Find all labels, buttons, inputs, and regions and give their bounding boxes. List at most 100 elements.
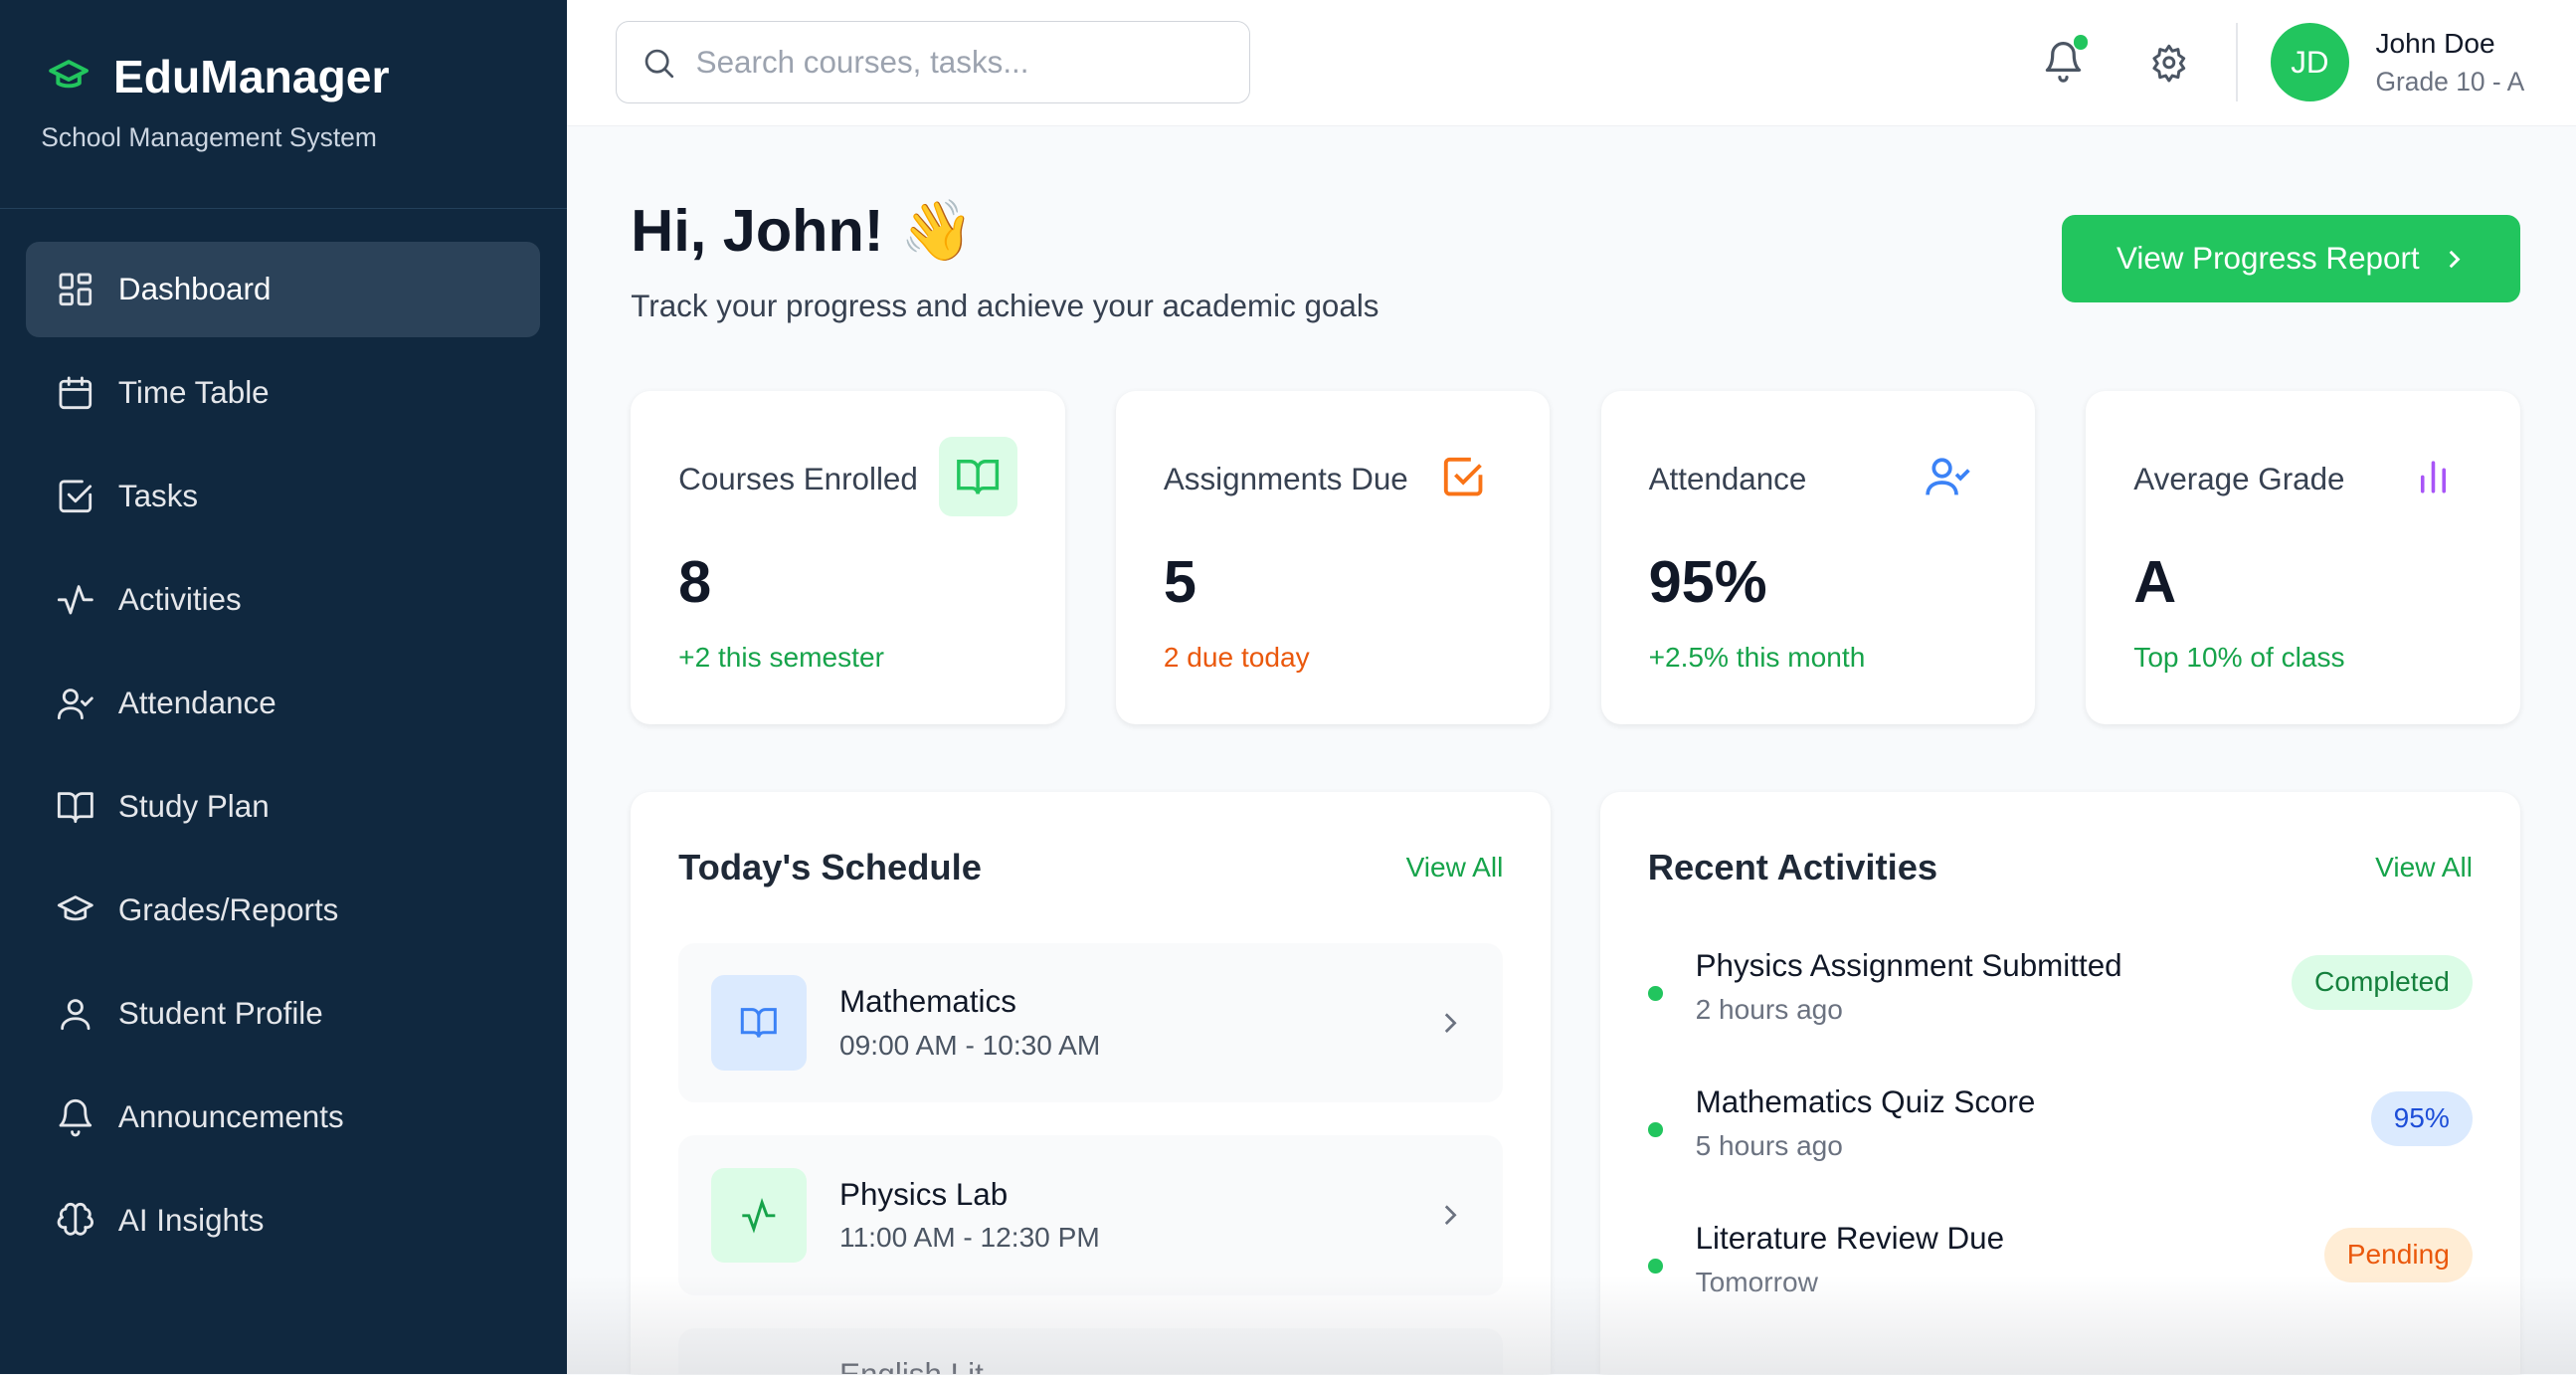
sidebar-item-label: Dashboard	[117, 271, 272, 306]
activity-title: Mathematics Quiz Score	[1695, 1084, 2036, 1119]
sidebar-item-label: Grades/Reports	[117, 891, 339, 927]
user-menu[interactable]: JD John Doe Grade 10 - A	[2270, 23, 2525, 102]
stat-note: 2 due today	[1163, 642, 1310, 674]
graduation-cap-icon	[58, 895, 93, 921]
notification-dot	[2073, 34, 2089, 50]
status-dot	[1647, 1122, 1663, 1137]
search-input[interactable]	[695, 44, 1222, 81]
sidebar-item-label: Tasks	[117, 478, 199, 513]
app-subtitle: School Management System	[41, 122, 377, 153]
grid-icon	[59, 273, 92, 305]
stat-value: A	[2133, 547, 2177, 615]
stat-card-assignments: Assignments Due 5 2 due today	[1115, 391, 1551, 725]
schedule-name: English Lit	[839, 1357, 984, 1374]
notifications-button[interactable]	[2042, 34, 2089, 90]
sidebar-item-study-plan[interactable]: Study Plan	[26, 759, 540, 855]
sidebar-item-activities[interactable]: Activities	[26, 552, 540, 648]
recent-activities-panel: Recent Activities View All Physics Assign…	[1599, 792, 2520, 1374]
schedule-item[interactable]: Mathematics 09:00 AM - 10:30 AM	[678, 943, 1504, 1103]
user-grade: Grade 10 - A	[2375, 66, 2525, 97]
checkbox-icon	[59, 480, 92, 513]
main-content: Hi, John! 👋 Track your progress and achi…	[631, 126, 2520, 1374]
panel-title: Today's Schedule	[678, 847, 982, 888]
score-badge: 95%	[2370, 1090, 2473, 1146]
chevron-right-icon	[1445, 1013, 1457, 1033]
sidebar-item-label: Student Profile	[117, 996, 323, 1032]
sidebar-item-tasks[interactable]: Tasks	[26, 449, 540, 544]
schedule-item[interactable]: English Lit	[678, 1327, 1504, 1374]
stat-card-courses: Courses Enrolled 8 +2 this semester	[631, 391, 1065, 725]
activity-item: Physics Assignment Submitted 2 hours ago C…	[1647, 918, 2473, 1055]
sidebar-item-label: Time Table	[117, 374, 270, 410]
stat-label: Average Grade	[2133, 462, 2345, 497]
sidebar-item-grades-reports[interactable]: Grades/Reports	[26, 863, 540, 958]
sidebar-item-time-table[interactable]: Time Table	[26, 345, 540, 441]
stat-note: Top 10% of class	[2133, 642, 2345, 674]
stat-label: Attendance	[1648, 462, 1807, 497]
stat-value: 5	[1163, 547, 1196, 615]
page-title: Hi, John! 👋	[631, 196, 975, 264]
sidebar-item-announcements[interactable]: Announcements	[26, 1070, 540, 1165]
activity-icon	[58, 585, 93, 615]
topbar: JD John Doe Grade 10 - A	[566, 0, 2576, 127]
checkbox-icon	[1423, 437, 1502, 515]
schedule-time: 11:00 AM - 12:30 PM	[839, 1222, 1100, 1254]
panel-title: Recent Activities	[1647, 847, 1938, 888]
app-name: EduManager	[112, 50, 390, 102]
view-progress-report-button[interactable]: View Progress Report	[2062, 215, 2520, 302]
divider	[2236, 23, 2238, 102]
sidebar-item-ai-insights[interactable]: AI Insights	[26, 1173, 540, 1269]
user-icon	[61, 999, 91, 1031]
sidebar-item-label: AI Insights	[117, 1203, 265, 1239]
search-box[interactable]	[616, 21, 1250, 104]
schedule-name: Mathematics	[839, 984, 1016, 1020]
bell-icon	[59, 1099, 92, 1137]
stat-value: 8	[678, 547, 712, 615]
book-icon	[711, 975, 807, 1072]
status-dot	[1647, 986, 1663, 1001]
sidebar-item-label: Study Plan	[117, 788, 270, 824]
sidebar-nav: Dashboard Time Table Tasks Activities At…	[0, 209, 567, 1310]
sidebar-item-student-profile[interactable]: Student Profile	[26, 966, 540, 1062]
activity-icon	[711, 1167, 807, 1264]
stat-value: 95%	[1648, 547, 1767, 615]
activity-time: Tomorrow	[1695, 1267, 1818, 1297]
stat-note: +2.5% this month	[1648, 642, 1866, 674]
stat-card-average-grade: Average Grade A Top 10% of class	[2086, 391, 2520, 725]
activity-title: Literature Review Due	[1695, 1221, 2005, 1257]
activity-item: Literature Review Due Tomorrow Pending	[1647, 1192, 2473, 1328]
bell-icon	[2045, 41, 2082, 83]
sidebar-item-dashboard[interactable]: Dashboard	[26, 241, 541, 337]
bar-chart-icon	[2394, 437, 2473, 515]
calendar-icon	[59, 376, 92, 410]
stat-label: Assignments Due	[1163, 462, 1408, 497]
schedule-item[interactable]: Physics Lab 11:00 AM - 12:30 PM	[678, 1135, 1504, 1295]
gear-icon[interactable]	[2149, 43, 2189, 83]
todays-schedule-panel: Today's Schedule View All Mathematics 09:0…	[631, 792, 1552, 1374]
button-label: View Progress Report	[2116, 241, 2420, 277]
stat-note: +2 this semester	[678, 642, 884, 674]
book-icon	[938, 437, 1017, 516]
activity-time: 5 hours ago	[1695, 1129, 1843, 1161]
brain-icon	[57, 1203, 94, 1236]
graduation-cap-icon	[49, 60, 90, 89]
sidebar-item-attendance[interactable]: Attendance	[26, 656, 540, 751]
stat-card-attendance: Attendance 95% +2.5% this month	[1600, 391, 2036, 725]
user-check-icon	[58, 688, 93, 720]
avatar: JD	[2270, 23, 2350, 102]
sidebar-item-label: Announcements	[117, 1099, 344, 1135]
page-subtitle: Track your progress and achieve your aca…	[631, 288, 1380, 323]
activity-item: Mathematics Quiz Score 5 hours ago 95%	[1647, 1055, 2473, 1191]
schedule-time: 09:00 AM - 10:30 AM	[839, 1030, 1101, 1062]
schedule-view-all-link[interactable]: View All	[1405, 852, 1504, 884]
stat-label: Courses Enrolled	[678, 462, 918, 497]
activity-title: Physics Assignment Submitted	[1695, 947, 2122, 983]
activities-view-all-link[interactable]: View All	[2375, 852, 2473, 884]
status-dot	[1647, 1259, 1663, 1275]
brand: EduManager School Management System	[0, 0, 567, 209]
chevron-right-icon	[1445, 1205, 1457, 1226]
user-name: John Doe	[2375, 27, 2495, 59]
search-icon	[644, 49, 673, 78]
schedule-name: Physics Lab	[839, 1176, 1009, 1212]
status-badge: Pending	[2323, 1227, 2473, 1282]
